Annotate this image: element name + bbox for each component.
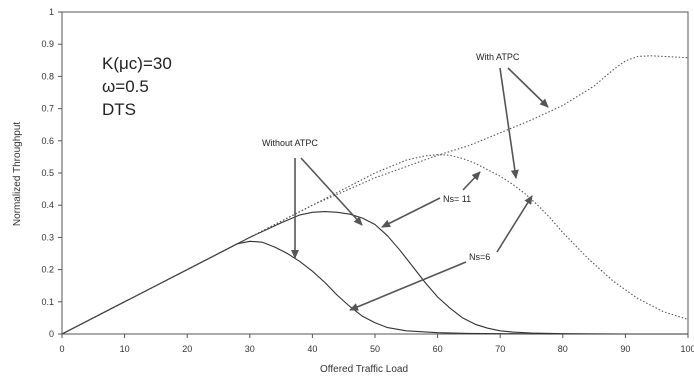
- param-k: K(μc)=30: [102, 54, 172, 73]
- y-tick-label: 0.2: [41, 265, 54, 275]
- arrow-ns6-2: [496, 195, 533, 253]
- x-tick-label: 60: [433, 344, 443, 354]
- y-tick-label: 0.7: [41, 104, 54, 114]
- x-tick-label: 0: [59, 344, 64, 354]
- arrow-with-atpc-2: [507, 67, 549, 108]
- arrow-without-atpc-2: [300, 157, 363, 226]
- x-tick-label: 80: [558, 344, 568, 354]
- arrow-ns11-2: [462, 171, 481, 191]
- series-line-3: [61, 154, 689, 335]
- x-tick-label: 100: [680, 344, 694, 354]
- x-tick-label: 30: [245, 344, 255, 354]
- series-line-4: [61, 55, 689, 335]
- y-tick-label: 0.3: [41, 232, 54, 242]
- annotation-arrows: [291, 67, 549, 311]
- y-axis-ticks: 0 0.1 0.2 0.3 0.4 0.5 0.6 0.7 0.8 0.9 1: [41, 7, 62, 339]
- label-without-atpc: Without ATPC: [262, 138, 318, 148]
- series-group: [61, 55, 689, 335]
- x-tick-label: 20: [182, 344, 192, 354]
- arrow-ns6-1: [349, 261, 467, 311]
- y-tick-label: 0: [49, 329, 54, 339]
- param-omega: ω=0.5: [102, 77, 149, 96]
- param-dts: DTS: [102, 100, 136, 119]
- y-tick-label: 0.1: [41, 297, 54, 307]
- label-ns-6: Ns=6: [469, 252, 490, 262]
- y-tick-label: 0.8: [41, 71, 54, 81]
- label-ns-11: Ns= 11: [443, 194, 471, 204]
- x-tick-label: 70: [495, 344, 505, 354]
- x-axis-title: Offered Traffic Load: [320, 364, 408, 375]
- arrow-ns11-1: [381, 197, 441, 228]
- y-tick-label: 0.9: [41, 39, 54, 49]
- label-with-atpc: With ATPC: [476, 52, 520, 62]
- x-tick-label: 90: [620, 344, 630, 354]
- y-tick-label: 0.4: [41, 200, 54, 210]
- y-tick-label: 1: [49, 7, 54, 17]
- x-tick-label: 40: [307, 344, 317, 354]
- x-tick-label: 50: [370, 344, 380, 354]
- y-tick-label: 0.6: [41, 136, 54, 146]
- arrow-with-atpc-1: [499, 67, 519, 179]
- series-line-2: [61, 211, 688, 335]
- y-axis-title: Normalized Throughput: [12, 122, 23, 227]
- x-axis-ticks: 0 10 20 30 40 50 60 70 80 90 100: [59, 334, 694, 354]
- x-tick-label: 10: [120, 344, 130, 354]
- y-tick-label: 0.5: [41, 168, 54, 178]
- series-line-1: [61, 240, 688, 335]
